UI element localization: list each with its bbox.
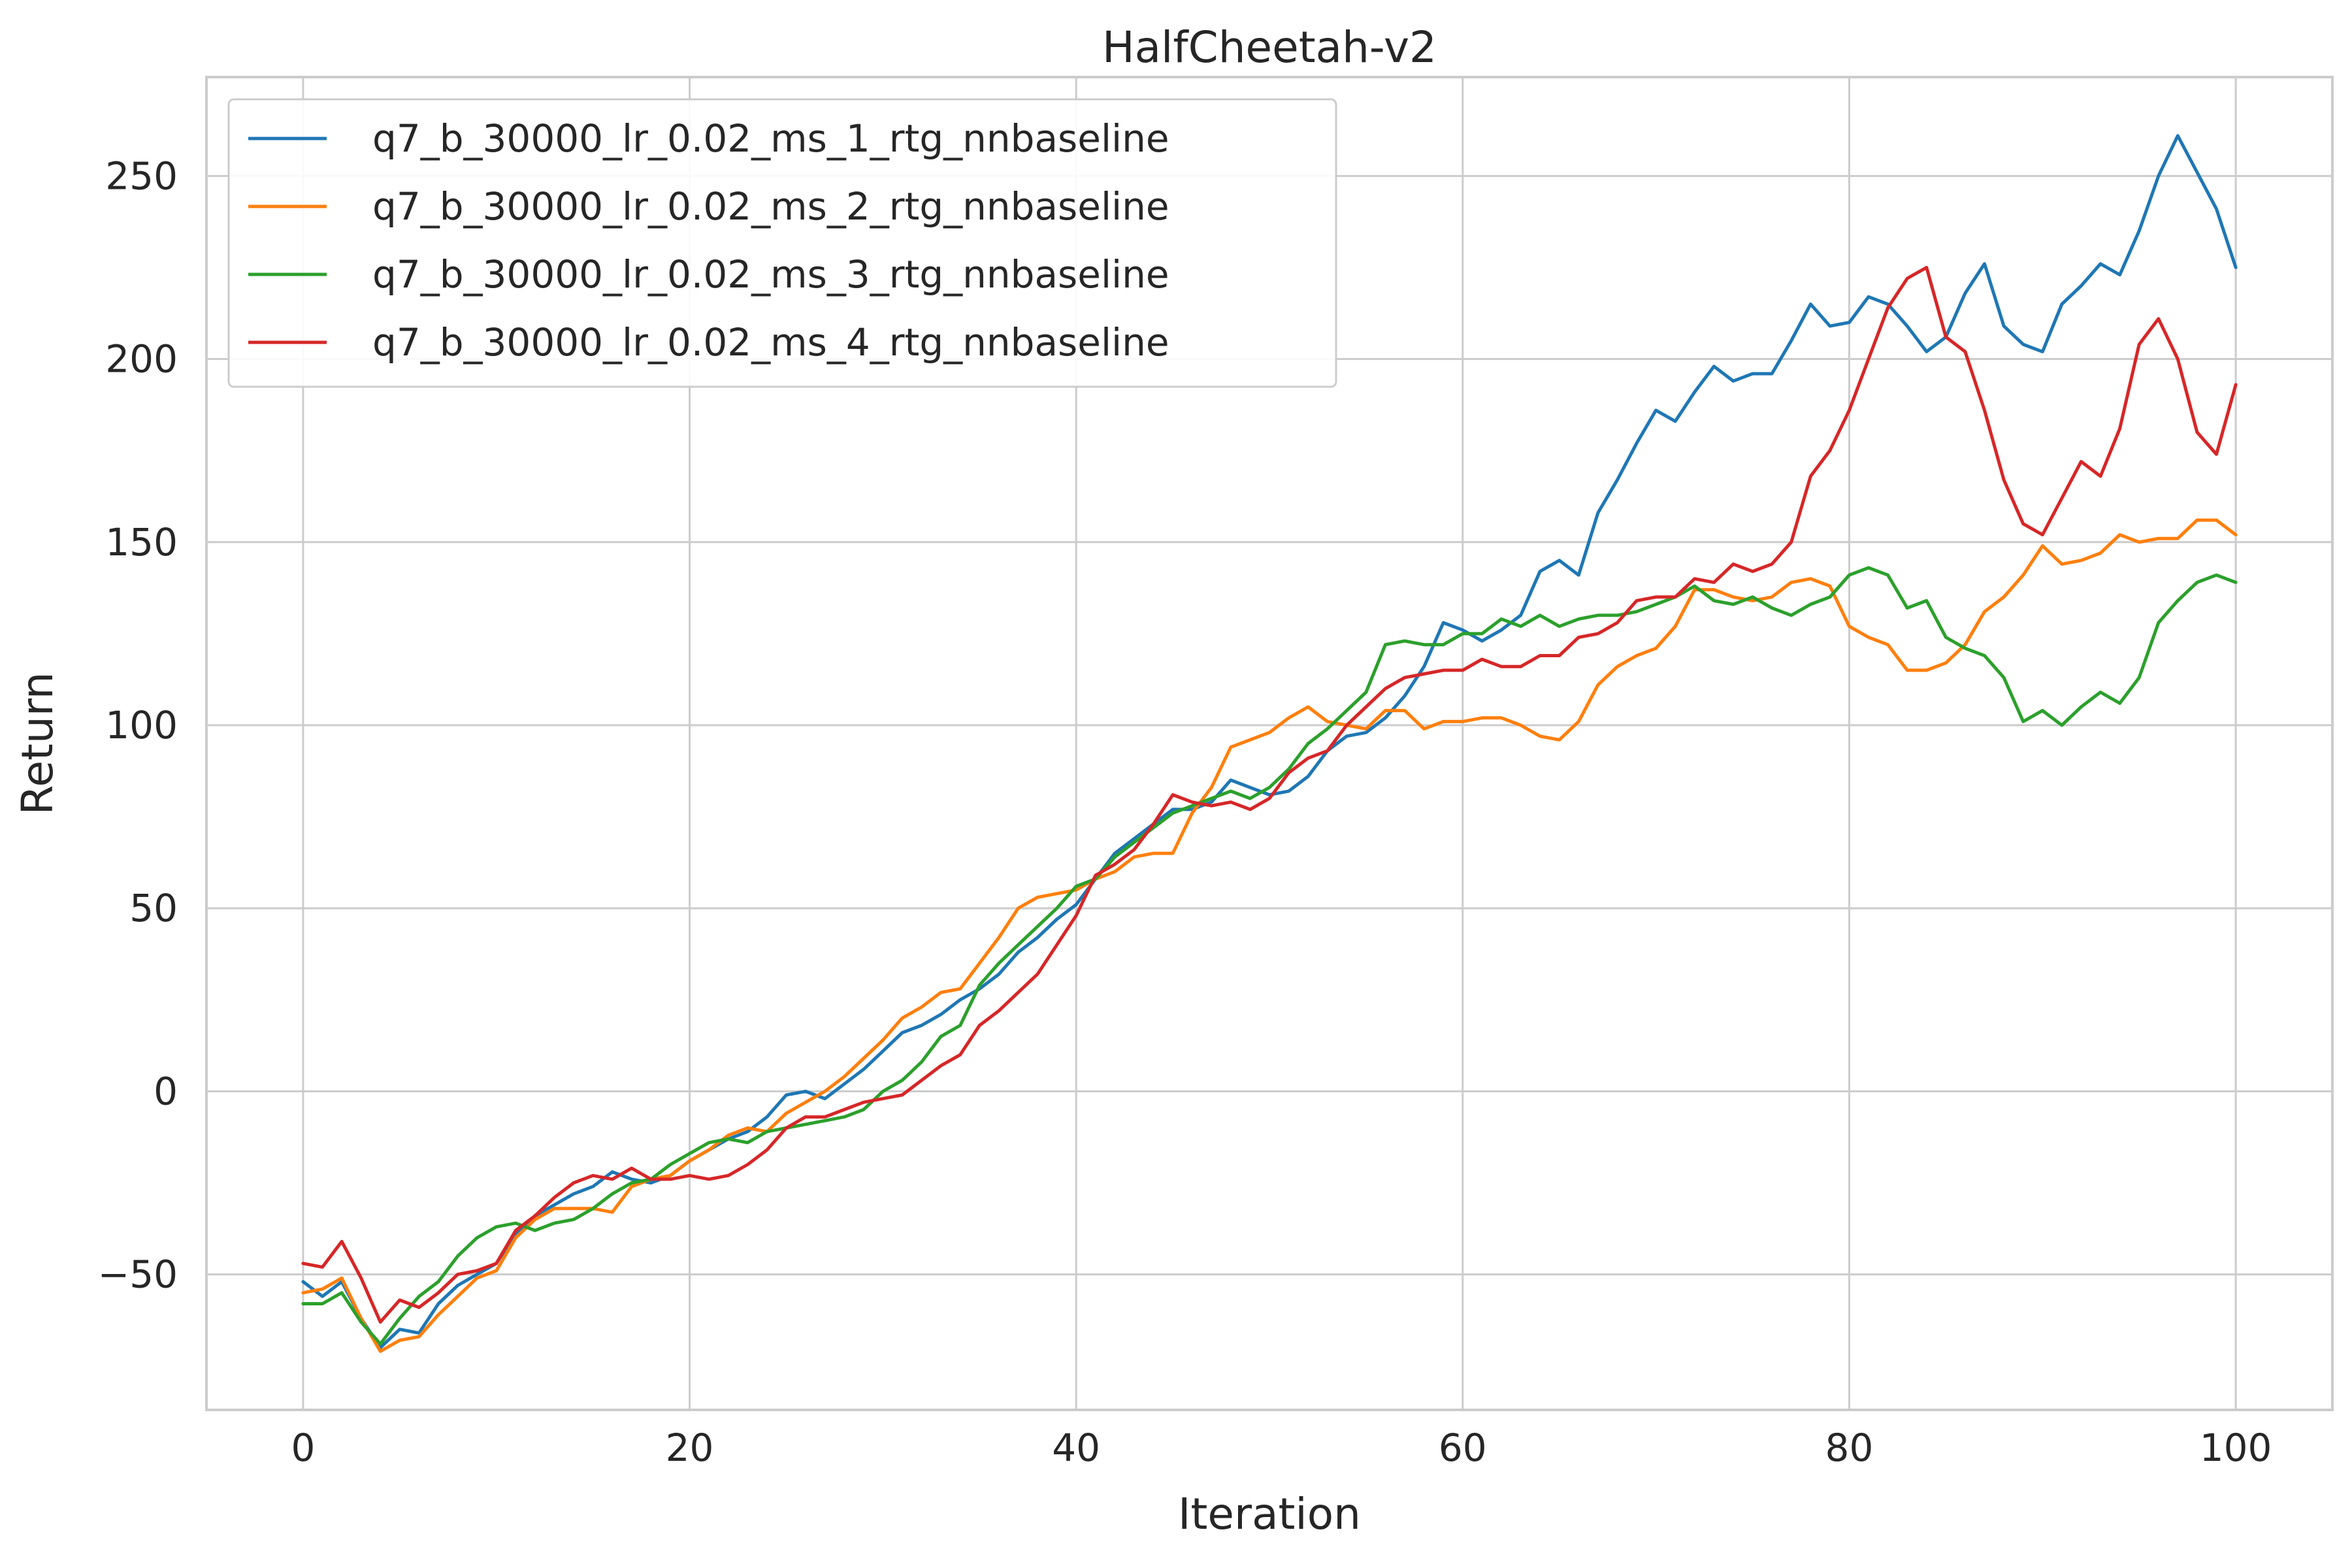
y-tick-label: 100 [105, 703, 178, 747]
legend-entry: q7_b_30000_lr_0.02_ms_1_rtg_nnbaseline [372, 116, 1169, 161]
y-tick-label: 0 [154, 1069, 178, 1113]
x-tick-label: 40 [1052, 1426, 1100, 1470]
x-tick-label: 100 [2200, 1426, 2272, 1470]
series-line-ms-2 [301, 518, 2238, 1353]
legend-entry: q7_b_30000_lr_0.02_ms_3_rtg_nnbaseline [372, 252, 1169, 297]
y-tick-label: 200 [105, 337, 178, 382]
series-line-ms-1 [301, 134, 2238, 1350]
chart-title: HalfCheetah-v2 [1102, 22, 1437, 73]
y-axis-label: Return [12, 672, 63, 815]
x-tick-label: 0 [291, 1426, 315, 1470]
y-tick-label: 50 [129, 886, 178, 930]
series-line-ms-4 [301, 265, 2238, 1324]
x-tick-label: 60 [1439, 1426, 1487, 1470]
legend-entry: q7_b_30000_lr_0.02_ms_2_rtg_nnbaseline [372, 184, 1169, 229]
y-tick-label: 250 [105, 154, 178, 198]
legend: q7_b_30000_lr_0.02_ms_1_rtg_nnbaseline q7… [227, 98, 1337, 388]
series-lines [301, 134, 2238, 1353]
y-tick-label: 150 [105, 520, 178, 564]
plot-frame [205, 76, 2334, 1411]
tick-labels: 0 20 40 60 80 100 −50 0 50 100 150 200 250 [98, 154, 2272, 1470]
series-line-ms-3 [301, 566, 2238, 1346]
legend-box [227, 98, 1337, 388]
legend-entry: q7_b_30000_lr_0.02_ms_4_rtg_nnbaseline [372, 320, 1169, 365]
x-tick-label: 20 [666, 1426, 714, 1470]
x-tick-label: 80 [1825, 1426, 1874, 1470]
x-axis-label: Iteration [1178, 1489, 1361, 1539]
y-tick-label: −50 [98, 1252, 178, 1297]
